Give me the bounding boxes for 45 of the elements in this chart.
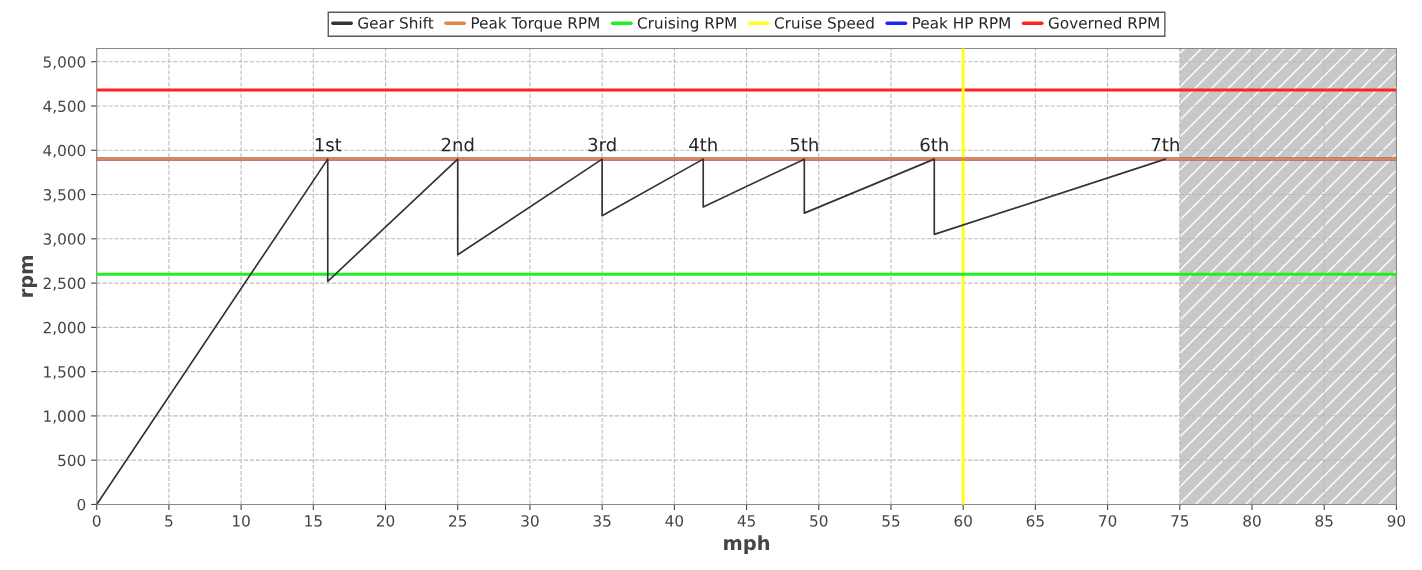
x-tick-label: 65 (1026, 515, 1044, 527)
annotation: 2nd (441, 137, 474, 152)
y-tick-label: 4,500 (43, 100, 86, 114)
x-tick-label: 45 (737, 515, 755, 527)
x-tick-label: 20 (376, 515, 395, 527)
y-tick-label: 3,500 (43, 189, 86, 203)
annotation: 1st (315, 138, 342, 152)
x-tick-label: 75 (1171, 515, 1189, 527)
y-tick-label: 3,000 (43, 233, 86, 247)
x-tick-label: 25 (449, 515, 467, 527)
x-tick-label: 50 (810, 515, 828, 527)
legend-label: Cruising RPM (637, 16, 736, 32)
x-tick-label: 5 (165, 515, 173, 527)
x-tick-label: 10 (233, 515, 250, 527)
annotation: 5th (790, 137, 818, 152)
y-tick-label: 4,000 (43, 144, 86, 158)
x-tick-label: 90 (1387, 515, 1406, 527)
x-tick-label: 30 (521, 515, 539, 527)
annotation: 6th (920, 137, 948, 152)
y-tick-label: 1,500 (44, 366, 86, 380)
x-tick-label: 60 (954, 515, 972, 527)
y-tick-label: 500 (58, 454, 86, 467)
annotation: 3rd (588, 137, 616, 152)
y-tick-label: 1,000 (44, 410, 86, 424)
x-axis-title: mph (724, 535, 770, 555)
x-tick-label: 40 (665, 515, 684, 527)
x-tick-label: 0 (92, 515, 101, 527)
y-tick-label: 5,000 (43, 56, 86, 70)
y-tick-label: 2,000 (43, 321, 86, 335)
x-tick-label: 35 (593, 515, 611, 527)
x-tick-label: 85 (1315, 515, 1333, 527)
legend-label: Peak HP RPM (913, 16, 1010, 29)
legend-label: Peak Torque RPM (471, 16, 599, 32)
legend-label: Gear Shift (358, 16, 434, 29)
x-tick-label: 15 (305, 515, 322, 527)
legend-label: Cruise Speed (774, 16, 874, 32)
x-tick-label: 55 (882, 515, 900, 527)
x-tick-label: 70 (1099, 515, 1117, 527)
legend-label: Governed RPM (1048, 16, 1159, 29)
y-tick-label: 0 (77, 498, 86, 511)
annotation: 4th (689, 137, 717, 152)
x-tick-label: 80 (1243, 515, 1261, 527)
y-axis-title: rpm (22, 256, 37, 297)
annotation: 7th (1151, 137, 1179, 152)
y-tick-label: 2,500 (43, 277, 86, 291)
